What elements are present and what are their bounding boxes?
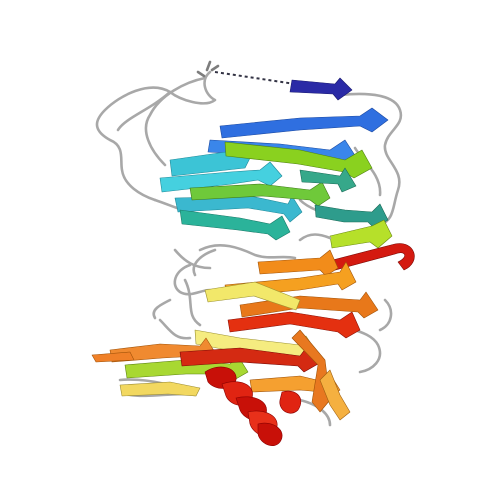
strand-orange-3: [239, 291, 379, 319]
strand-blue-1: [219, 107, 389, 139]
strand-red-2: [179, 347, 319, 373]
strand-green-2: [189, 181, 331, 207]
terminus-stub: [196, 60, 220, 78]
strand-orange-1: [257, 249, 339, 277]
strand-orange-8: [91, 351, 135, 363]
strand-red-hairpin: [324, 243, 415, 273]
c-terminal-helix: [204, 366, 302, 446]
upper-beta-sandwich: [159, 77, 389, 241]
strand-teal-2: [299, 167, 357, 193]
coil-overlays: [158, 233, 332, 340]
missing-residues-dashes: [214, 71, 296, 85]
strand-yellow-1: [204, 281, 301, 311]
strand-n-terminal: [289, 77, 353, 101]
strand-cyan-3: [174, 195, 303, 223]
strand-orange-6: [291, 329, 331, 413]
strand-red-1: [227, 311, 361, 339]
lower-beta-sandwich: [91, 219, 415, 421]
helix-end: [279, 390, 302, 414]
strand-yellow-3: [119, 381, 201, 397]
strand-teal-1: [179, 209, 291, 241]
strand-lime-1: [329, 219, 393, 249]
helix-turn-5: [257, 422, 283, 446]
strand-orange-7: [319, 369, 351, 421]
strand-green-1: [224, 141, 373, 179]
